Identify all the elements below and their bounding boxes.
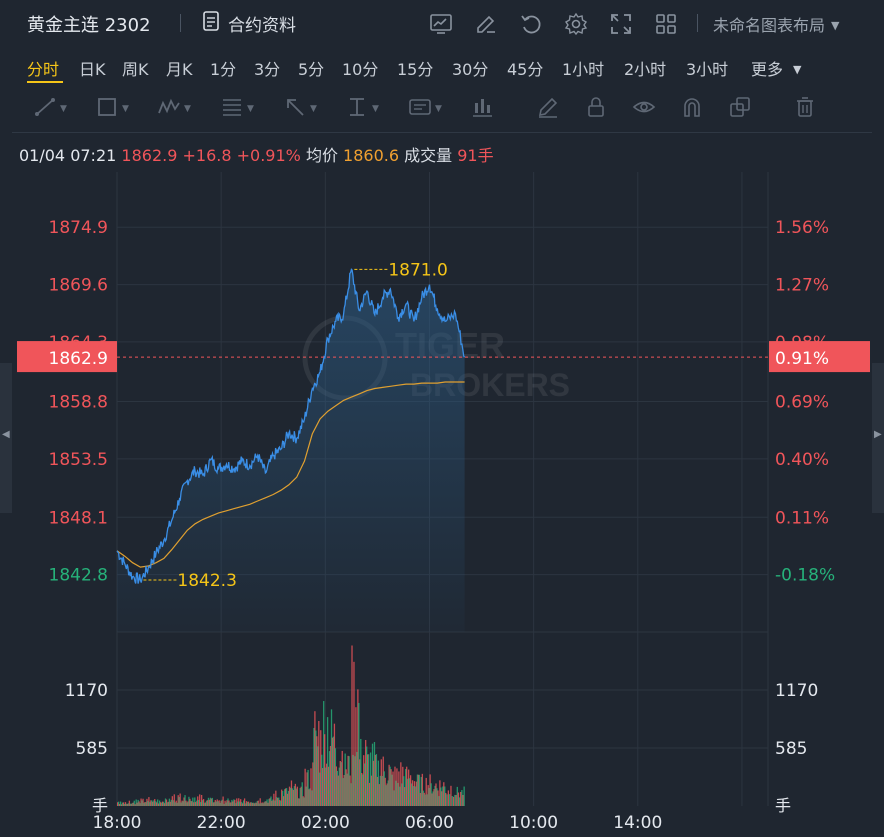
price-tick-label: 1842.8: [49, 566, 108, 586]
volume-bar: [445, 793, 446, 806]
time-tick-label: 14:00: [613, 813, 662, 833]
volume-bar: [453, 797, 454, 806]
price-tick-label: 1858.8: [49, 392, 108, 412]
time-tick-label: 02:00: [301, 813, 350, 833]
volume-bar: [458, 792, 459, 806]
time-tick-label: 10:00: [509, 813, 558, 833]
pct-tick-label: 0.40%: [775, 450, 829, 470]
volume-tick-label: 585: [775, 739, 807, 759]
volume-bar: [463, 787, 464, 806]
volume-bar: [450, 786, 451, 806]
pct-tick-label: 0.11%: [775, 508, 829, 528]
price-tick-label: 1874.9: [49, 218, 108, 238]
pct-tick-label: 1.56%: [775, 218, 829, 238]
time-tick-label: 06:00: [405, 813, 454, 833]
volume-bar: [449, 794, 450, 806]
price-tick-label: 1869.6: [49, 276, 108, 296]
pct-tick-label: -0.18%: [775, 566, 835, 586]
volume-bar: [448, 790, 449, 806]
volume-bar: [462, 795, 463, 806]
pct-tick-label: 1.27%: [775, 276, 829, 296]
volume-bar: [460, 792, 461, 806]
low-marker-label: 1842.3: [177, 571, 236, 591]
volume-bar: [459, 797, 460, 806]
high-marker-label: 1871.0: [388, 260, 447, 280]
price-tick-label: 1853.5: [49, 450, 108, 470]
price-tick-label: 1864.3: [49, 333, 108, 353]
price-area: [117, 269, 465, 632]
pct-tick-label: 0.69%: [775, 392, 829, 412]
volume-bar: [456, 795, 457, 806]
pct-tick-label: 0.98%: [775, 333, 829, 353]
volume-tick-label: 585: [76, 739, 108, 759]
volume-tick-label: 1170: [775, 681, 818, 701]
volume-tick-label: 1170: [65, 681, 108, 701]
volume-bar: [454, 795, 455, 806]
volume-unit-label: 手: [775, 796, 791, 815]
volume-bar: [457, 787, 458, 806]
time-tick-label: 18:00: [93, 813, 142, 833]
time-tick-label: 22:00: [197, 813, 246, 833]
volume-bars: [117, 645, 465, 806]
price-tick-label: 1848.1: [49, 508, 108, 528]
volume-bar: [452, 796, 453, 806]
volume-bar: [461, 790, 462, 806]
volume-bar: [446, 794, 447, 806]
